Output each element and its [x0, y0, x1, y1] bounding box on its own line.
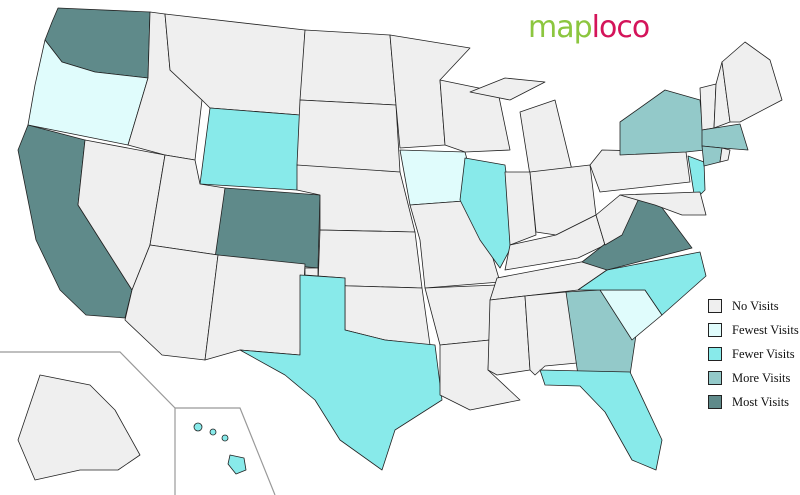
state-wy[interactable]	[199, 107, 301, 191]
state-hi[interactable]	[227, 454, 247, 475]
state-ms[interactable]	[487, 295, 531, 376]
state-vt[interactable]	[699, 83, 717, 131]
legend-label: Fewer Visits	[732, 346, 795, 361]
legend-item-most: Most Visits	[708, 390, 799, 414]
hawaii-island	[193, 422, 203, 432]
state-ma[interactable]	[701, 123, 749, 151]
state-ny[interactable]	[619, 89, 706, 156]
legend-label: Most Visits	[732, 394, 790, 409]
state-miu[interactable]	[469, 77, 546, 101]
state-ri[interactable]	[719, 147, 731, 163]
state-ct[interactable]	[701, 145, 723, 167]
state-mi[interactable]	[519, 99, 573, 176]
legend-item-none: No Visits	[708, 294, 799, 318]
alaska-inset-frame	[0, 351, 176, 495]
legend-item-fewer: Fewer Visits	[708, 342, 799, 366]
legend-item-fewest: Fewest Visits	[708, 318, 799, 342]
legend: No Visits Fewest Visits Fewer Visits Mor…	[708, 294, 799, 414]
legend-item-more: More Visits	[708, 366, 799, 390]
state-md[interactable]	[619, 191, 707, 216]
hawaii-island	[209, 428, 217, 436]
state-ak[interactable]	[17, 374, 141, 481]
state-nj[interactable]	[687, 155, 706, 201]
legend-swatch	[708, 299, 722, 313]
state-nm[interactable]	[204, 254, 306, 361]
maploco-logo: maploco	[528, 10, 650, 45]
legend-swatch	[708, 371, 722, 385]
state-nd[interactable]	[299, 29, 397, 106]
legend-swatch	[708, 347, 722, 361]
legend-swatch	[708, 323, 722, 337]
state-ar[interactable]	[424, 284, 498, 346]
legend-swatch	[708, 395, 722, 409]
state-il[interactable]	[459, 157, 516, 269]
state-wv[interactable]	[595, 194, 641, 246]
state-pa[interactable]	[589, 149, 691, 193]
state-fl[interactable]	[539, 369, 663, 471]
hawaii-inset-frame	[175, 407, 276, 495]
state-in[interactable]	[504, 171, 537, 246]
hawaii-island	[221, 434, 229, 442]
legend-label: No Visits	[732, 298, 779, 313]
state-tx[interactable]	[239, 274, 443, 471]
legend-label: More Visits	[732, 370, 791, 385]
state-sd[interactable]	[296, 99, 401, 173]
state-me[interactable]	[721, 41, 783, 123]
state-nc[interactable]	[577, 251, 707, 316]
legend-label: Fewest Visits	[732, 322, 799, 337]
